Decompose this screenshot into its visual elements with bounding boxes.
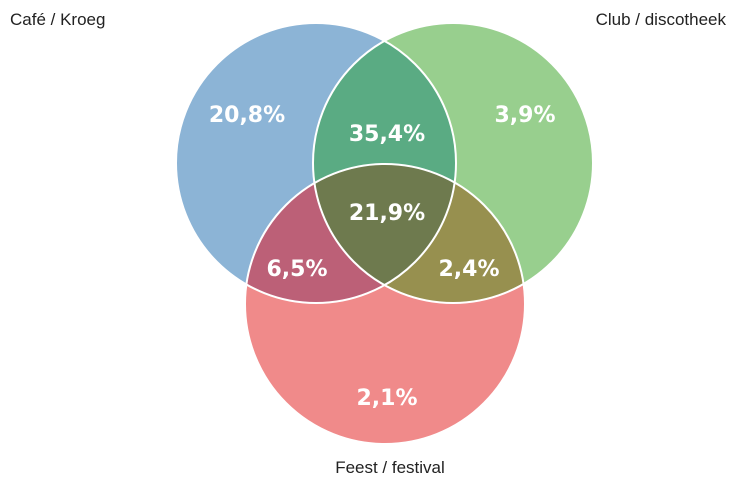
outline-cafe-kroeg bbox=[175, 22, 457, 304]
region-label-cafe-feest: 6,5% bbox=[266, 257, 327, 282]
region-label-club-feest: 2,4% bbox=[438, 257, 499, 282]
region-label-all-three: 21,9% bbox=[349, 201, 425, 226]
region-label-cafe-club: 35,4% bbox=[349, 122, 425, 147]
region-label-club-only: 3,9% bbox=[494, 103, 555, 128]
region-label-cafe-only: 20,8% bbox=[209, 103, 285, 128]
set-label-club-discotheek: Club / discotheek bbox=[595, 10, 726, 29]
outline-club-discotheek bbox=[312, 22, 594, 304]
set-label-feest-festival: Feest / festival bbox=[335, 458, 445, 477]
region-label-feest-only: 2,1% bbox=[356, 386, 417, 411]
set-label-cafe-kroeg: Café / Kroeg bbox=[10, 10, 106, 29]
outline-feest-festival bbox=[244, 163, 526, 445]
